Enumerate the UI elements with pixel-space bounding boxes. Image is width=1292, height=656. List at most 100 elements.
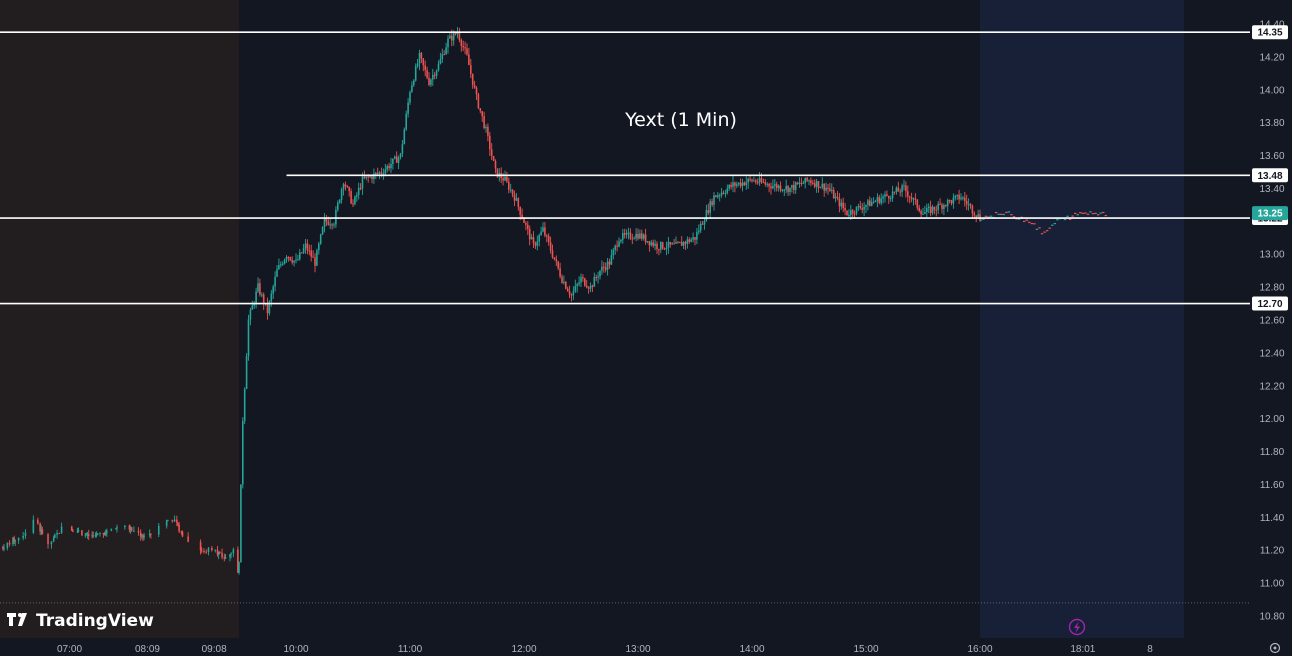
time-axis[interactable]: 07:00 08:09 09:08 10:00 11:00 12:00 13:00 14:00… — [57, 644, 1153, 655]
candle-body — [245, 356, 248, 389]
candle-body — [304, 243, 307, 249]
candle-body — [922, 214, 924, 216]
candle — [293, 260, 295, 267]
candle — [745, 176, 748, 190]
candle-body — [447, 38, 449, 48]
candle — [884, 191, 886, 203]
candle — [496, 168, 499, 179]
candle — [224, 553, 227, 560]
candle — [344, 181, 347, 191]
tradingview-logo[interactable]: TradingView — [7, 611, 154, 631]
candle-body — [99, 532, 101, 534]
candle — [458, 27, 461, 43]
candle-body — [223, 557, 226, 559]
candle-body — [251, 305, 254, 310]
candle — [283, 258, 286, 265]
candle — [268, 300, 271, 316]
tradingview-logo-icon — [7, 613, 27, 626]
candle-body — [150, 533, 152, 535]
candle — [509, 183, 512, 193]
candle — [969, 203, 972, 209]
candle — [671, 242, 673, 245]
candle-body — [667, 241, 670, 248]
candle-body — [648, 241, 651, 246]
time-tick-label: 8 — [1147, 644, 1153, 655]
candle-body — [705, 210, 708, 222]
candle — [631, 233, 634, 245]
candle — [540, 226, 542, 236]
candle-body — [388, 166, 390, 169]
candle — [245, 352, 248, 390]
candle-body — [848, 214, 850, 216]
horizontal-levels[interactable] — [0, 31, 1250, 305]
candle-body — [853, 213, 856, 215]
candle-body — [287, 256, 290, 258]
candle-body — [616, 245, 618, 247]
candle — [823, 183, 825, 197]
candle — [675, 236, 677, 244]
candle-body — [692, 237, 694, 240]
candle-body — [72, 530, 74, 532]
candle-body — [758, 178, 761, 183]
candle — [466, 43, 468, 56]
candle-body — [37, 519, 39, 524]
level-price-tag-box — [1252, 296, 1288, 311]
candle — [699, 221, 702, 233]
candle-body — [178, 524, 180, 532]
candle — [551, 244, 554, 259]
candle — [597, 271, 599, 284]
candle — [869, 196, 871, 207]
candle — [299, 248, 301, 261]
price-tick-label: 11.00 — [1260, 579, 1285, 590]
candle — [601, 260, 603, 275]
candle-body — [338, 199, 341, 203]
candle-body — [240, 484, 242, 563]
alert-button[interactable] — [1068, 618, 1086, 636]
candle — [914, 193, 917, 205]
candle — [285, 255, 288, 263]
candle-body — [327, 221, 330, 225]
candle-body — [54, 534, 56, 538]
candle — [171, 519, 174, 523]
gear-icon — [1269, 642, 1281, 654]
candle — [133, 526, 135, 533]
candle-body — [698, 230, 700, 233]
candle — [650, 239, 653, 247]
candle-body — [737, 182, 740, 185]
price-tick-label: 12.00 — [1259, 414, 1284, 425]
candle — [318, 241, 320, 255]
candle — [525, 221, 527, 231]
candle — [844, 202, 846, 216]
candle — [289, 256, 292, 262]
candle — [255, 287, 257, 309]
candle-body — [964, 197, 966, 201]
candle-body — [741, 182, 744, 187]
candle — [614, 244, 616, 255]
candle — [130, 526, 133, 532]
candle — [802, 180, 805, 185]
candle-body — [103, 533, 106, 535]
candle — [775, 181, 778, 192]
candle — [608, 258, 611, 269]
candle — [388, 162, 390, 171]
candle — [766, 182, 768, 188]
candle — [329, 218, 331, 230]
candle — [384, 164, 387, 177]
candle-body — [483, 116, 485, 129]
candle — [54, 533, 56, 538]
candle — [464, 41, 466, 55]
candle-body — [952, 197, 955, 204]
axis-settings-button[interactable] — [1269, 642, 1281, 654]
candle — [240, 484, 242, 563]
candle-body — [376, 172, 379, 174]
candle — [926, 203, 928, 217]
candle — [266, 297, 269, 320]
price-tick-label: 12.60 — [1259, 315, 1284, 326]
candle-body — [443, 54, 445, 56]
candle-body — [392, 158, 394, 165]
candle-body — [958, 194, 960, 200]
candle-body — [639, 233, 641, 239]
candle — [563, 275, 565, 285]
candle-body — [658, 249, 660, 251]
